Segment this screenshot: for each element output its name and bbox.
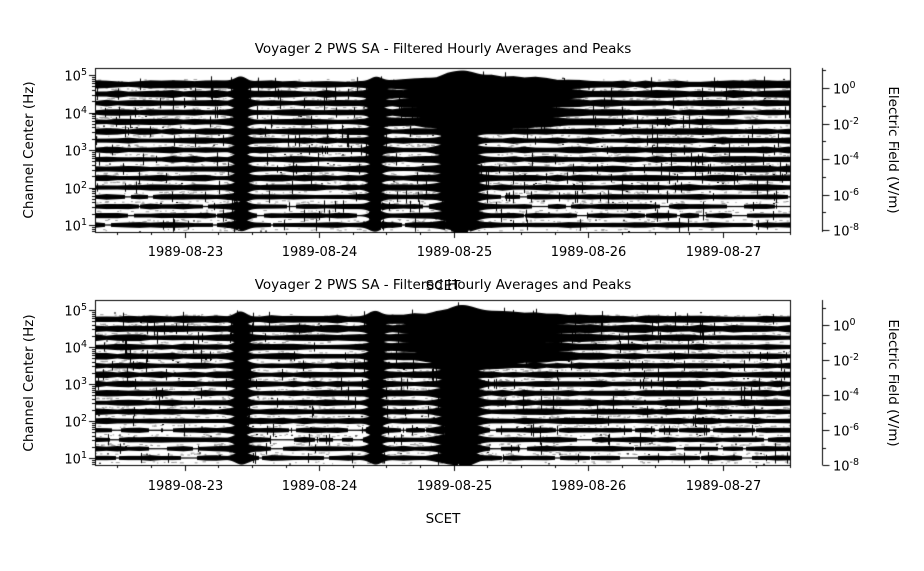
x-tick-label: 1989-08-23 (147, 479, 224, 494)
y-tick-label: 105 (64, 66, 87, 84)
plot1-xaxis-label: SCET (425, 278, 461, 294)
y-tick-label: 105 (64, 301, 87, 319)
plot2-yaxis-right-label: Electric Field (V/m) (885, 319, 901, 447)
plot1-yaxis-left-label: Channel Center (Hz) (21, 81, 37, 219)
y-tick-label: 103 (64, 375, 87, 393)
y-right-tick-label: 100 (833, 79, 856, 97)
plot2-title: Voyager 2 PWS SA - Filtered Hourly Avera… (254, 277, 632, 293)
y-tick-label: 101 (64, 449, 87, 467)
y-right-tick-label: 10-6 (833, 421, 860, 439)
y-tick-label: 101 (64, 216, 87, 234)
x-tick-label: 1989-08-23 (147, 245, 224, 260)
x-tick-label: 1989-08-24 (281, 479, 358, 494)
plot1-title: Voyager 2 PWS SA - Filtered Hourly Avera… (254, 41, 632, 57)
x-tick-label: 1989-08-26 (550, 245, 627, 260)
y-right-tick-label: 10-6 (833, 186, 860, 204)
x-tick-label: 1989-08-25 (416, 479, 493, 494)
x-tick-label: 1989-08-27 (685, 479, 762, 494)
y-right-tick-label: 10-2 (833, 351, 860, 369)
x-tick-label: 1989-08-24 (281, 245, 358, 260)
plot2-yaxis-left-label: Channel Center (Hz) (21, 314, 37, 452)
y-right-tick-label: 10-8 (833, 456, 860, 474)
y-right-tick-label: 10-4 (833, 150, 860, 168)
plot1-yaxis-right-label: Electric Field (V/m) (885, 86, 901, 214)
x-tick-label: 1989-08-27 (685, 245, 762, 260)
y-tick-label: 104 (64, 104, 87, 122)
plot2-xaxis-label: SCET (425, 511, 461, 527)
x-tick-label: 1989-08-25 (416, 245, 493, 260)
y-tick-label: 103 (64, 141, 87, 159)
y-tick-label: 102 (64, 412, 87, 430)
y-right-tick-label: 10-8 (833, 221, 860, 239)
y-tick-label: 102 (64, 179, 87, 197)
y-right-tick-label: 10-4 (833, 386, 860, 404)
x-tick-label: 1989-08-26 (550, 479, 627, 494)
y-right-tick-label: 10-2 (833, 115, 860, 133)
y-tick-label: 104 (64, 338, 87, 356)
y-right-tick-label: 100 (833, 316, 856, 334)
